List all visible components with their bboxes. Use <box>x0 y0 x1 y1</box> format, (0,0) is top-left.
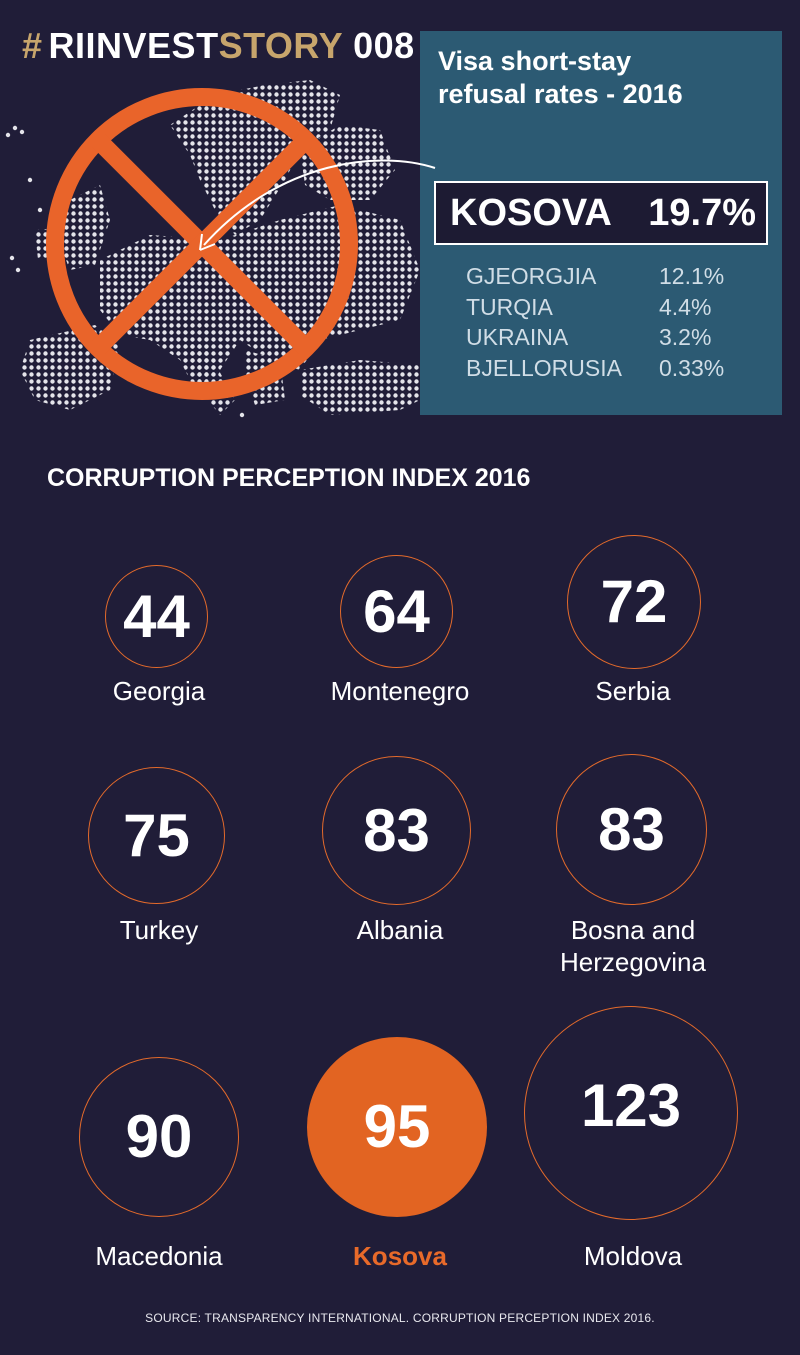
curved-arrow-icon <box>199 159 436 251</box>
cpi-country-label: Georgia <box>112 676 206 706</box>
cpi-circle-georgia: 44 <box>105 565 208 668</box>
visa-row-rate: 4.4% <box>659 294 712 320</box>
cpi-circle-turkey: 75 <box>88 767 225 904</box>
brand-tag: # RIINVESTSTORY 008 <box>22 24 415 68</box>
visa-row: BJELLORUSIA 0.33% <box>466 353 746 383</box>
visa-row-country: GJEORGJIA <box>466 263 597 289</box>
cpi-score: 95 <box>363 1093 431 1160</box>
cpi-circle-albania: 83 <box>322 756 471 905</box>
brand-word-story: STORY <box>218 25 344 66</box>
cpi-country-label: Macedonia <box>95 1241 223 1271</box>
visa-panel-title: Visa short-stay refusal rates - 2016 <box>438 45 768 111</box>
prohibition-sign-icon <box>46 88 358 400</box>
kosova-highlight-box: KOSOVA 19.7% <box>434 181 768 245</box>
visa-row: TURQIA 4.4% <box>466 292 746 322</box>
brand-word-riinvest: RIINVEST <box>48 25 219 66</box>
cpi-score: 44 <box>123 582 190 650</box>
cpi-country-label: Bosna and Herzegovina <box>513 914 753 978</box>
visa-title-line-2: refusal rates - 2016 <box>438 79 683 109</box>
cpi-country-label: Serbia <box>595 676 671 706</box>
visa-row-country: TURQIA <box>466 294 553 320</box>
visa-row: GJEORGJIA 12.1% <box>466 261 746 291</box>
visa-row-rate: 3.2% <box>659 324 712 350</box>
visa-row-country: UKRAINA <box>466 324 569 350</box>
kosova-highlight-rate: 19.7% <box>648 192 756 234</box>
cpi-score: 90 <box>125 1103 193 1170</box>
kosova-highlight-country: KOSOVA <box>450 192 612 234</box>
cpi-circle-montenegro: 64 <box>340 555 453 668</box>
cpi-circle-bosnia: 83 <box>556 754 707 905</box>
visa-title-line-1: Visa short-stay <box>438 46 632 76</box>
cpi-country-label: Turkey <box>119 915 199 945</box>
visa-row-rate: 0.33% <box>659 355 725 381</box>
cpi-country-label: Moldova <box>583 1241 683 1271</box>
cpi-circle-serbia: 72 <box>567 535 701 669</box>
cpi-score: 64 <box>363 577 430 645</box>
visa-row: UKRAINA 3.2% <box>466 322 746 352</box>
cpi-score: 83 <box>363 796 430 864</box>
cpi-country-line-1: Bosna and <box>570 915 696 945</box>
source-note: SOURCE: TRANSPARENCY INTERNATIONAL. CORR… <box>145 1311 655 1325</box>
cpi-country-line-2: Herzegovina <box>560 947 706 977</box>
cpi-score: 72 <box>600 568 668 635</box>
cpi-circle-macedonia: 90 <box>79 1057 239 1217</box>
europe-map-icon <box>5 80 440 418</box>
cpi-country-label-highlight: Kosova <box>353 1241 447 1271</box>
cpi-score: 75 <box>123 801 190 869</box>
hash-symbol: # <box>22 25 43 66</box>
brand-number: 008 <box>353 25 415 66</box>
cpi-title: CORRUPTION PERCEPTION INDEX 2016 <box>47 464 531 492</box>
visa-refusal-panel: Visa short-stay refusal rates - 2016 KOS… <box>420 31 782 415</box>
cpi-circle-moldova: 123 <box>524 1006 738 1220</box>
cpi-country-label: Montenegro <box>330 676 470 706</box>
cpi-score: 83 <box>598 795 665 863</box>
cpi-country-label: Albania <box>356 915 444 945</box>
cpi-circle-kosova: 95 <box>307 1037 487 1217</box>
cpi-score: 123 <box>580 1072 682 1139</box>
visa-row-rate: 12.1% <box>659 263 725 289</box>
visa-row-country: BJELLORUSIA <box>466 355 622 381</box>
